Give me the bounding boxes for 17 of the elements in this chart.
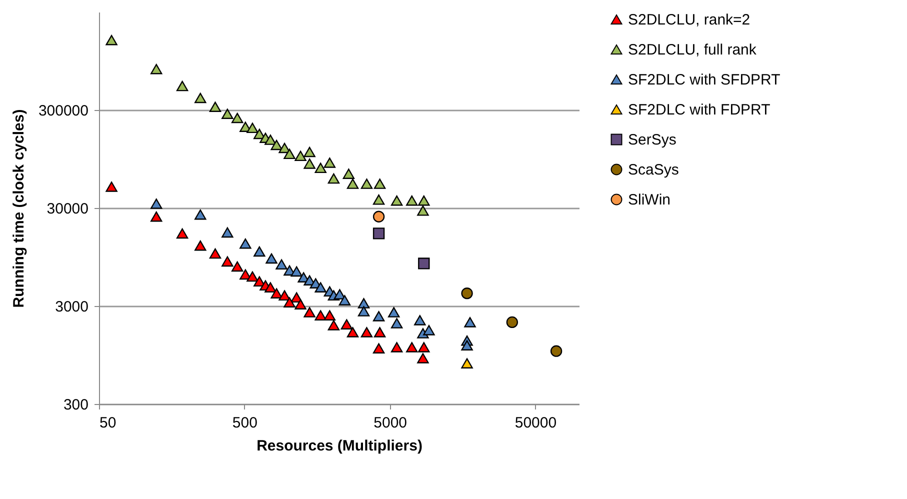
x-tick-label: 50 [100, 414, 116, 432]
x-tick-label: 50000 [514, 414, 557, 432]
x-axis-title: Resources (Multipliers) [256, 438, 422, 454]
y-tick-label: 300 [63, 396, 88, 414]
legend-label: SF2DLC with FDPRT [628, 102, 770, 118]
legend-label: S2DLCLU, rank=2 [628, 12, 750, 28]
legend-label: S2DLCLU, full rank [628, 42, 757, 58]
x-tick-label: 500 [232, 414, 258, 432]
x-tick-label: 5000 [374, 414, 408, 432]
y-tick-label: 30000 [46, 200, 88, 218]
legend-label: SerSys [628, 132, 676, 148]
y-tick-label: 3000 [55, 298, 88, 316]
y-tick-label: 300000 [38, 102, 88, 120]
legend-label: ScaSys [628, 162, 679, 178]
legend-label: SliWin [628, 192, 671, 208]
legend-label: SF2DLC with SFDPRT [628, 72, 780, 88]
y-axis-title: Running time (clock cycles) [10, 109, 28, 308]
